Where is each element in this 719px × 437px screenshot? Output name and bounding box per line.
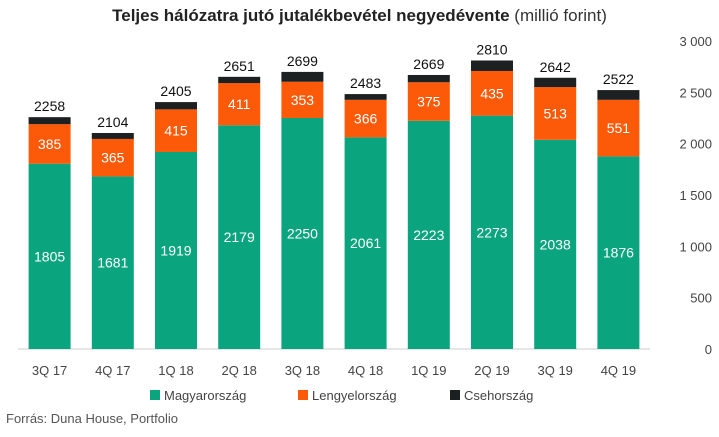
x-tick-label: 3Q 17 bbox=[32, 363, 67, 378]
data-label: 1876 bbox=[603, 245, 634, 261]
total-label: 2651 bbox=[224, 58, 255, 74]
x-tick-label: 4Q 19 bbox=[601, 363, 636, 378]
x-tick-label: 4Q 17 bbox=[95, 363, 130, 378]
legend-label: Lengyelország bbox=[312, 388, 397, 403]
bar-segment-magyarország bbox=[407, 120, 450, 349]
total-label: 2669 bbox=[413, 56, 444, 72]
data-label: 411 bbox=[228, 96, 251, 112]
bar-segment-lengyelország bbox=[407, 82, 450, 121]
bar-segment-magyarország bbox=[597, 156, 640, 349]
bar-segment-magyarország bbox=[28, 163, 71, 349]
bar-segment-magyarország bbox=[155, 151, 197, 349]
legend-swatch-magyarország bbox=[150, 390, 160, 400]
x-tick-label: 2Q 19 bbox=[474, 363, 509, 378]
data-label: 1805 bbox=[34, 248, 65, 264]
total-label: 2522 bbox=[603, 71, 634, 87]
bar-segment-magyarország bbox=[91, 176, 134, 349]
data-label: 2179 bbox=[224, 229, 255, 245]
bar-segment-csehország bbox=[155, 102, 197, 110]
bar-segment-lengyelország bbox=[91, 138, 134, 177]
bar-segment-lengyelország bbox=[155, 109, 197, 152]
y-tick-label: 0 bbox=[705, 342, 712, 357]
bar-segment-lengyelország bbox=[597, 99, 640, 157]
data-label: 415 bbox=[164, 123, 188, 139]
bar-segment-lengyelország bbox=[344, 99, 387, 138]
x-tick-label: 4Q 18 bbox=[348, 363, 383, 378]
bar-segment-magyarország bbox=[344, 137, 387, 349]
legend-label: Csehország bbox=[464, 388, 533, 403]
total-label: 2104 bbox=[97, 114, 128, 130]
bar-segment-lengyelország bbox=[471, 70, 513, 116]
total-label: 2642 bbox=[540, 59, 571, 75]
data-label: 365 bbox=[101, 150, 125, 166]
data-label: 1681 bbox=[97, 255, 128, 271]
data-label: 2273 bbox=[476, 224, 507, 240]
y-tick-label: 1 500 bbox=[679, 188, 712, 203]
bar-segment-csehország bbox=[344, 94, 387, 100]
bar-segment-lengyelország bbox=[218, 83, 261, 126]
bar-segment-csehország bbox=[471, 60, 513, 71]
bar-segment-csehország bbox=[281, 71, 324, 82]
bar-segment-magyarország bbox=[534, 139, 577, 349]
total-label: 2405 bbox=[160, 83, 191, 99]
total-label: 2699 bbox=[287, 53, 318, 69]
total-label: 2483 bbox=[350, 75, 381, 91]
data-label: 2061 bbox=[350, 235, 381, 251]
data-label: 435 bbox=[480, 85, 504, 101]
total-label: 2810 bbox=[476, 42, 507, 58]
bar-segment-magyarország bbox=[471, 115, 513, 349]
bar-segment-magyarország bbox=[218, 125, 261, 349]
y-tick-label: 1 000 bbox=[679, 239, 712, 254]
y-tick-label: 3 000 bbox=[679, 34, 712, 49]
x-tick-label: 3Q 18 bbox=[285, 363, 320, 378]
bar-segment-lengyelország bbox=[281, 81, 324, 118]
data-label: 353 bbox=[291, 92, 315, 108]
chart-title: Teljes hálózatra jutó jutalékbevétel neg… bbox=[0, 6, 719, 26]
y-tick-label: 2 500 bbox=[679, 85, 712, 100]
bar-segment-csehország bbox=[597, 90, 640, 100]
bar-segment-csehország bbox=[218, 76, 261, 84]
chart-title-unit: (millió forint) bbox=[514, 6, 607, 25]
data-label: 2038 bbox=[540, 236, 571, 252]
y-tick-label: 500 bbox=[690, 291, 712, 306]
data-label: 2223 bbox=[413, 227, 444, 243]
data-label: 2250 bbox=[287, 226, 318, 242]
bar-segment-lengyelország bbox=[28, 124, 71, 164]
total-label: 2258 bbox=[34, 98, 65, 114]
chart-title-bold: Teljes hálózatra jutó jutalékbevétel neg… bbox=[112, 6, 510, 25]
bar-segment-lengyelország bbox=[534, 87, 577, 140]
x-tick-label: 1Q 18 bbox=[158, 363, 193, 378]
data-label: 1919 bbox=[160, 242, 191, 258]
x-tick-label: 3Q 19 bbox=[537, 363, 572, 378]
source-note: Forrás: Duna House, Portfolio bbox=[6, 411, 178, 426]
bar-segment-csehország bbox=[28, 117, 71, 125]
data-label: 513 bbox=[544, 105, 568, 121]
y-tick-label: 2 000 bbox=[679, 137, 712, 152]
legend-swatch-csehország bbox=[450, 390, 460, 400]
bar-segment-magyarország bbox=[281, 118, 324, 349]
bar-segment-csehország bbox=[407, 74, 450, 83]
data-label: 366 bbox=[354, 111, 378, 127]
bar-segment-csehország bbox=[91, 132, 134, 139]
x-tick-label: 1Q 19 bbox=[411, 363, 446, 378]
data-label: 385 bbox=[38, 136, 62, 152]
legend-label: Magyarország bbox=[164, 388, 246, 403]
bar-segment-csehország bbox=[534, 77, 577, 88]
legend-swatch-lengyelország bbox=[298, 390, 308, 400]
data-label: 551 bbox=[607, 120, 631, 136]
data-label: 375 bbox=[417, 94, 441, 110]
x-tick-label: 2Q 18 bbox=[221, 363, 256, 378]
